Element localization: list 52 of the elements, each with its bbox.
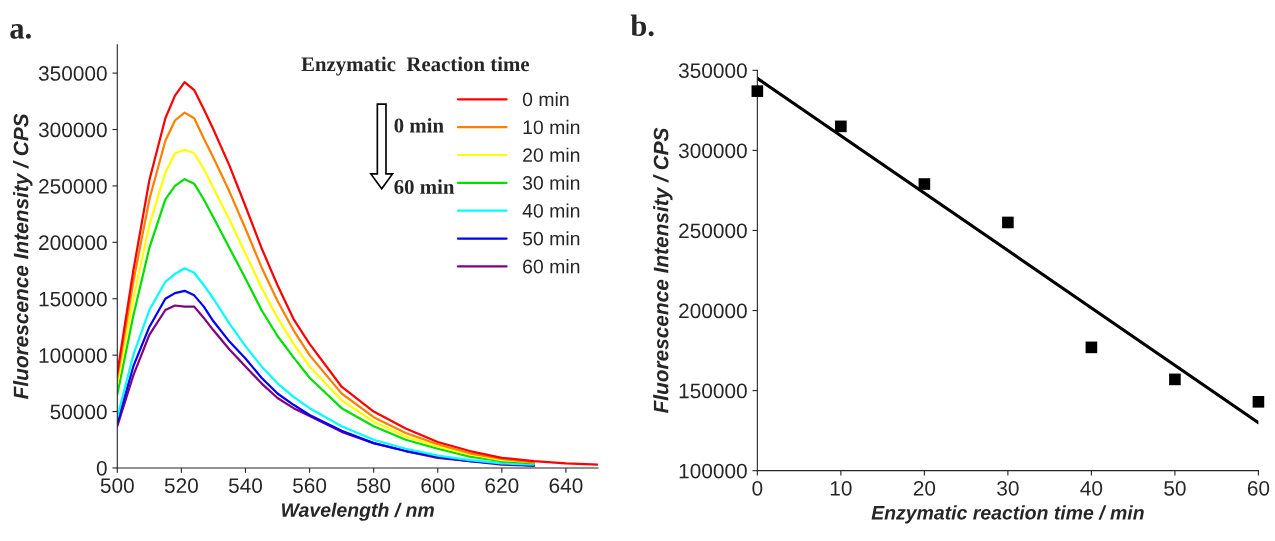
x-tick-label: 520 [164,478,198,493]
x-tick-label: 10 [830,480,852,496]
annotation: 0 min [394,117,444,133]
y-tick-label: 250000 [39,178,107,194]
x-tick-label: 540 [228,478,263,493]
x-tick-label: 620 [485,478,519,493]
y-tick-label: 300000 [678,143,747,159]
chart-title: a. [10,24,31,39]
x-tick-label: 560 [293,478,327,493]
x-tick-label: 50 [1164,480,1186,496]
y-tick-label: 200000 [679,303,747,319]
legend-label: 0 min [522,92,569,107]
y-tick-label: 100000 [679,463,747,479]
y-axis-title: Fluorescence Intensity / CPS [13,113,33,400]
x-tick-label: 580 [357,478,391,493]
point [918,178,931,190]
x-tick-label: 500 [100,478,134,493]
point [751,85,764,97]
x-tick-label: 0 [752,480,763,496]
point [1085,341,1098,354]
legend-label: 30 min [522,175,580,190]
x-axis-title: Wavelength / nm [281,502,434,521]
point [1252,396,1265,408]
chart-title: b. [630,14,654,37]
y-tick-label: 300000 [38,122,107,138]
legend-label: 20 min [523,147,580,162]
point [1169,373,1181,386]
y-tick-label: 350000 [38,66,107,81]
x-tick-label: 60 [1247,480,1270,496]
y-tick-label: 350000 [678,63,747,79]
y-axis-title: Fluorescence Intensity / CPS [653,127,673,414]
x-axis-title: Enzymatic reaction time / min [871,505,1144,524]
y-tick-label: 50000 [50,404,107,420]
y-tick-label: 250000 [679,223,747,239]
x-tick-label: 600 [421,478,455,493]
x-tick-label: 20 [913,480,936,496]
x-tick-label: 30 [997,480,1019,496]
annotation: 60 min [394,179,455,194]
legend-label: 40 min [522,203,580,218]
y-tick-label: 0 [96,460,107,476]
point [1002,216,1014,229]
x-tick-label: 40 [1080,480,1103,496]
legend-label: 60 min [523,259,580,274]
y-tick-label: 150000 [39,291,107,307]
legend-label: 50 min [522,231,580,246]
y-tick-label: 100000 [39,348,107,363]
legend-label: 10 min [523,119,580,135]
y-tick-label: 200000 [39,235,107,251]
y-tick-label: 150000 [679,383,747,399]
x-tick-label: 640 [549,478,583,493]
point [835,120,847,133]
annotation: Enzymatic Reaction time [301,56,530,76]
